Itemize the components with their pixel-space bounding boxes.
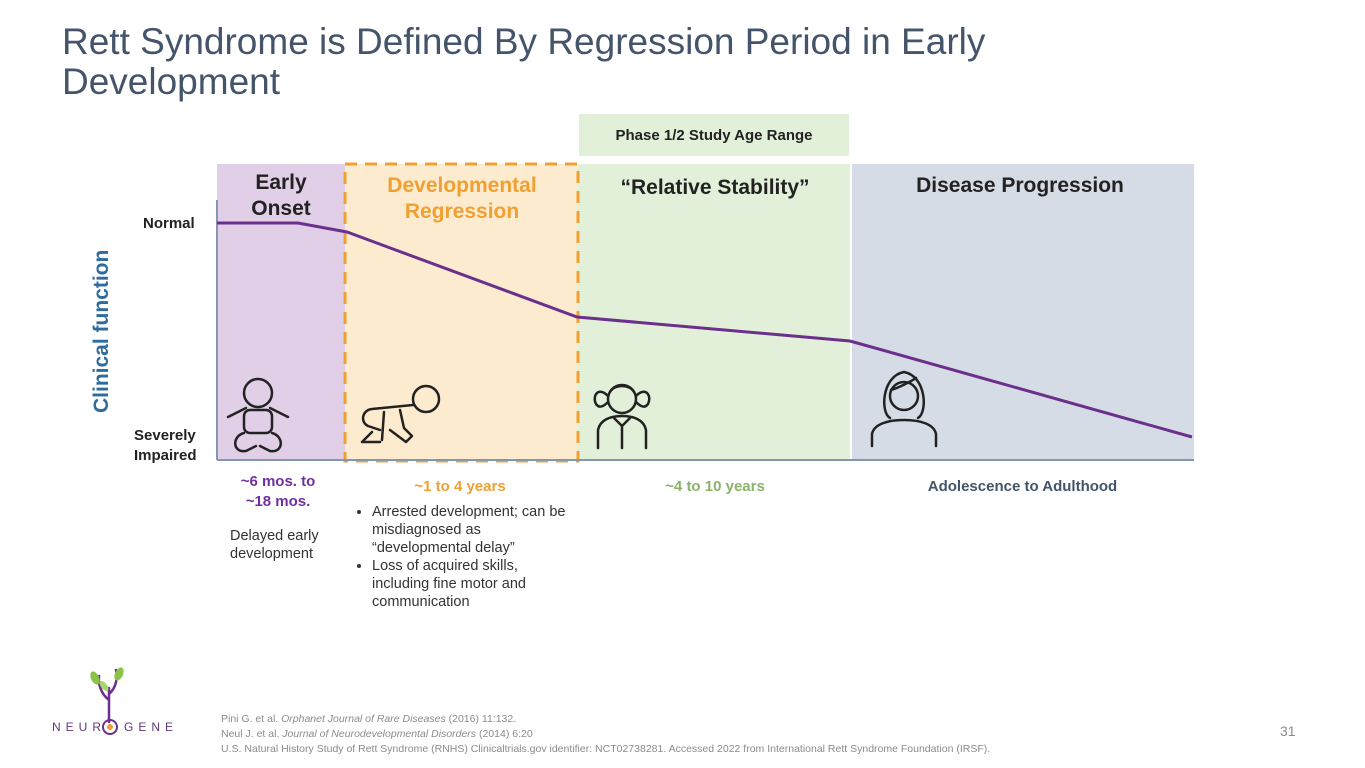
y-axis-label: Clinical function	[90, 249, 113, 413]
level-normal-label: Normal	[143, 215, 195, 232]
age-range-early-onset: ~6 mos. to ~18 mos.	[240, 473, 316, 510]
reference-1: Pini G. et al. Orphanet Journal of Rare …	[221, 712, 516, 727]
ref2-authors: Neul J. et al.	[221, 728, 283, 740]
ref2-journal: Journal of Neurodevelopmental Disorders	[282, 728, 477, 740]
stage-header-developmental-regression: Developmental Regression	[387, 174, 537, 223]
woman-icon	[870, 370, 938, 448]
crawling-baby-icon	[360, 384, 441, 444]
age-range-disease-progression: Adolescence to Adulthood	[927, 478, 1118, 495]
logo-text-left: NEUR	[52, 720, 107, 734]
reference-3: U.S. Natural History Study of Rett Syndr…	[221, 743, 991, 755]
reference-2: Neul J. et al. Journal of Neurodevelopme…	[221, 727, 533, 742]
neurogene-logo-text: NEUR GENE	[52, 719, 173, 736]
band-disease-progression	[852, 164, 1194, 460]
logo-text-right: GENE	[124, 720, 179, 734]
clinical-function-line	[217, 221, 1193, 439]
ref2-rest: (2014) 6:20	[476, 728, 533, 740]
age-range-relative-stability: ~4 to 10 years	[665, 478, 765, 495]
stage-header-disease-progression: Disease Progression	[916, 174, 1124, 197]
ref1-journal: Orphanet Journal of Rare Diseases	[281, 713, 446, 725]
slide-title: Rett Syndrome is Defined By Regression P…	[62, 21, 986, 102]
logo-o-circle	[102, 719, 118, 735]
baby-sitting-icon	[226, 377, 290, 453]
regression-bullet: Loss of acquired skills, including fine …	[372, 557, 577, 611]
ref1-rest: (2016) 11:132.	[445, 713, 517, 725]
age-range-developmental-regression: ~1 to 4 years	[414, 478, 506, 495]
ref1-authors: Pini G. et al.	[221, 713, 282, 725]
stage-header-relative-stability: “Relative Stability”	[620, 176, 810, 199]
stage-header-early-onset: Early Onset	[251, 171, 311, 220]
regression-bullet: Arrested development; can be misdiagnose…	[372, 503, 577, 557]
neurogene-logo-mark	[90, 667, 124, 724]
early-onset-description: Delayed early development	[230, 528, 319, 562]
regression-description-list: Arrested development; can be misdiagnose…	[354, 503, 577, 611]
girl-icon	[593, 383, 651, 450]
logo-o-dot	[107, 724, 113, 730]
level-severely-impaired-label: Severely Impaired	[134, 427, 197, 464]
page-number: 31	[1280, 723, 1296, 739]
phase-study-label: Phase 1/2 Study Age Range	[579, 114, 849, 156]
band-relative-stability	[578, 164, 850, 460]
band-developmental-regression	[345, 164, 578, 460]
